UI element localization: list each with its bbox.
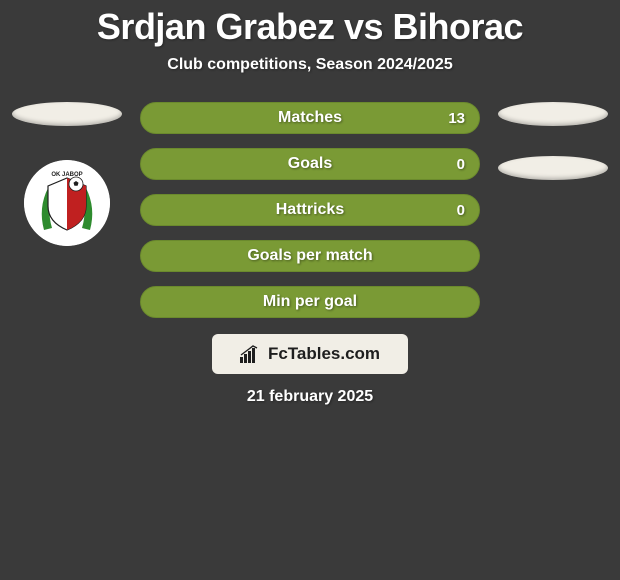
watermark: FcTables.com [212,334,408,374]
date-text: 21 february 2025 [247,388,373,406]
left-club-logo: OK JABOP [24,160,110,246]
stat-bar-hattricks: Hattricks 0 [140,194,480,226]
player-silhouette-right-2 [498,156,608,180]
right-player-col [498,102,608,180]
bar-chart-icon [240,345,262,363]
stat-bar-goals: Goals 0 [140,148,480,180]
subtitle: Club competitions, Season 2024/2025 [167,56,452,74]
stat-right-value: 0 [457,156,465,173]
stat-bar-matches: Matches 13 [140,102,480,134]
stat-right-value: 0 [457,202,465,219]
comparison-body: OK JABOP Matches 13 Goals 0 Hattricks [0,102,620,318]
club-name-text: OK JABOP [51,172,82,178]
stat-label: Min per goal [263,293,357,311]
player-silhouette-right-1 [498,102,608,126]
stat-right-value: 13 [448,110,465,127]
comparison-card: Srdjan Grabez vs Bihorac Club competitio… [0,0,620,580]
stat-bar-goals-per-match: Goals per match [140,240,480,272]
stat-label: Goals [288,155,332,173]
watermark-text: FcTables.com [268,344,380,364]
stat-label: Matches [278,109,342,127]
stat-label: Hattricks [276,201,344,219]
stat-bars: Matches 13 Goals 0 Hattricks 0 Goals per… [140,102,480,318]
club-emblem-icon: OK JABOP [24,160,110,246]
stat-label: Goals per match [247,247,372,265]
stat-bar-min-per-goal: Min per goal [140,286,480,318]
left-player-col: OK JABOP [12,102,122,246]
player-silhouette-left [12,102,122,126]
page-title: Srdjan Grabez vs Bihorac [97,6,523,48]
